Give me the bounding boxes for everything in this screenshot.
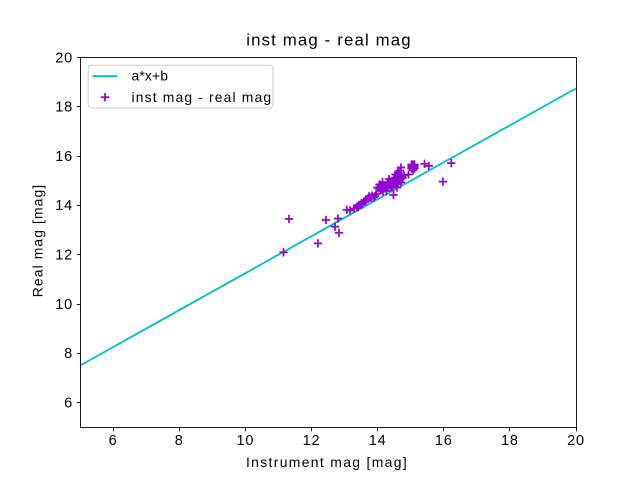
svg-text:18: 18 bbox=[55, 100, 73, 116]
svg-text:inst mag - real mag: inst mag - real mag bbox=[132, 89, 273, 105]
svg-text:12: 12 bbox=[55, 248, 73, 264]
svg-text:18: 18 bbox=[501, 433, 519, 449]
svg-text:a*x+b: a*x+b bbox=[132, 68, 169, 84]
svg-text:16: 16 bbox=[55, 149, 73, 165]
svg-text:14: 14 bbox=[369, 433, 387, 449]
svg-text:6: 6 bbox=[64, 395, 73, 411]
svg-text:inst mag - real mag: inst mag - real mag bbox=[246, 31, 411, 50]
svg-text:12: 12 bbox=[303, 433, 321, 449]
svg-text:20: 20 bbox=[567, 433, 585, 449]
svg-text:14: 14 bbox=[55, 198, 73, 214]
svg-text:16: 16 bbox=[435, 433, 453, 449]
svg-text:20: 20 bbox=[55, 50, 73, 66]
svg-text:Real mag [mag]: Real mag [mag] bbox=[30, 184, 46, 297]
svg-text:Instrument mag [mag]: Instrument mag [mag] bbox=[246, 454, 408, 470]
svg-text:8: 8 bbox=[175, 433, 184, 449]
svg-text:10: 10 bbox=[236, 433, 254, 449]
svg-text:6: 6 bbox=[109, 433, 118, 449]
svg-text:8: 8 bbox=[64, 346, 73, 362]
svg-text:10: 10 bbox=[55, 297, 73, 313]
